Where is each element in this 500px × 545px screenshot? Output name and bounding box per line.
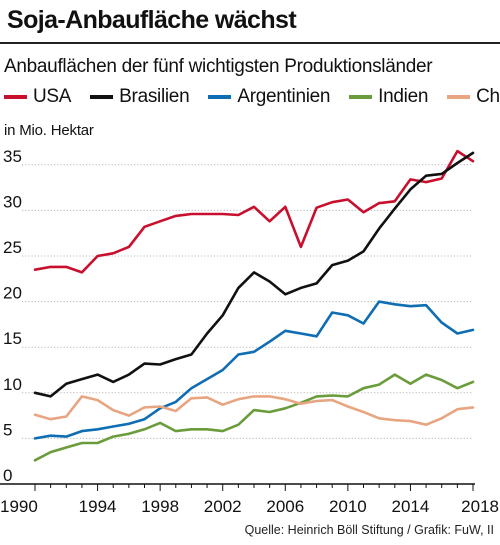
- source-note: Quelle: Heinrich Böll Stiftung / Grafik:…: [244, 523, 494, 537]
- legend-item-china: China: [447, 86, 500, 108]
- series-line-china: [33, 395, 475, 427]
- y-tick-label-0: 0: [3, 466, 12, 485]
- series-line-brasilien: [33, 151, 475, 398]
- legend-swatch-indien: [349, 95, 373, 99]
- y-tick-label-20: 20: [3, 284, 22, 303]
- y-axis-unit-label: in Mio. Hektar: [4, 122, 94, 139]
- legend-item-usa: USA: [4, 86, 71, 108]
- y-tick-label-5: 5: [3, 420, 12, 439]
- x-tick-label-2018: 2018: [461, 497, 499, 516]
- legend-item-argentinien: Argentinien: [208, 86, 330, 108]
- legend-label-usa: USA: [33, 86, 72, 107]
- y-tick-label-35: 35: [3, 147, 22, 166]
- y-tick-label-10: 10: [3, 375, 22, 394]
- x-tick-label-2014: 2014: [392, 497, 430, 516]
- chart-subtitle: Anbauflächen der fünf wichtigsten Produk…: [4, 56, 433, 77]
- series-line-indien: [33, 373, 475, 462]
- x-tick-label-2010: 2010: [329, 497, 367, 516]
- x-tick-label-2006: 2006: [266, 497, 304, 516]
- y-tick-label-25: 25: [3, 238, 22, 257]
- legend-label-argentinien: Argentinien: [237, 86, 331, 107]
- legend-label-brasilien: Brasilien: [119, 86, 190, 107]
- series-line-usa: [33, 149, 475, 274]
- series-line-argentinien: [33, 300, 475, 440]
- legend-swatch-argentinien: [208, 95, 232, 99]
- legend-item-indien: Indien: [349, 86, 428, 108]
- x-tick-label-1994: 1994: [79, 497, 117, 516]
- series-lines: [33, 149, 475, 462]
- axes: 0 5 10 15 20 25 30 35 1990 1994 1998 2002 2006 2010 20…: [0, 147, 499, 516]
- legend-swatch-usa: [4, 95, 27, 99]
- legend-label-indien: Indien: [378, 86, 429, 107]
- y-tick-label-30: 30: [3, 192, 22, 211]
- x-tick-label-1998: 1998: [141, 497, 179, 516]
- legend-item-brasilien: Brasilien: [90, 86, 190, 108]
- y-tick-label-15: 15: [3, 329, 22, 348]
- title-divider: [0, 42, 500, 44]
- x-tick-label-1990: 1990: [0, 497, 38, 516]
- legend-swatch-china: [447, 95, 471, 99]
- legend: USA Brasilien Argentinien Indien China: [4, 86, 500, 108]
- legend-label-china: China: [476, 86, 500, 107]
- legend-swatch-brasilien: [90, 95, 114, 99]
- x-tick-label-2002: 2002: [204, 497, 242, 516]
- chart-title: Soja-Anbaufläche wächst: [7, 6, 297, 34]
